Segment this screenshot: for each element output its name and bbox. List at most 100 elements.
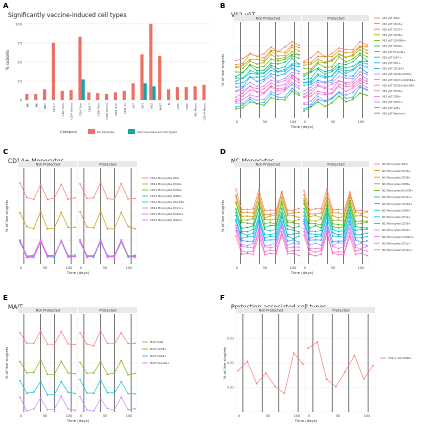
data-point xyxy=(345,72,347,75)
data-point xyxy=(291,73,293,76)
series-line xyxy=(235,202,300,225)
data-point xyxy=(246,240,249,243)
data-point xyxy=(353,354,356,357)
data-point xyxy=(281,223,283,226)
data-point xyxy=(106,255,109,258)
panel-title: Significantly vaccine-induced cell types xyxy=(8,12,127,19)
data-point xyxy=(343,253,345,255)
data-point xyxy=(286,209,289,212)
data-point xyxy=(39,210,42,213)
data-point xyxy=(235,77,237,79)
data-point xyxy=(249,81,251,84)
data-point xyxy=(331,52,333,55)
data-point xyxy=(246,230,249,233)
data-point xyxy=(263,209,266,212)
series-line xyxy=(235,44,300,65)
series-line xyxy=(235,188,300,212)
data-point xyxy=(326,204,328,207)
data-point xyxy=(270,50,272,53)
bar xyxy=(69,90,73,100)
data-point xyxy=(354,246,357,249)
data-point xyxy=(324,73,326,76)
data-point xyxy=(303,81,305,84)
data-point xyxy=(281,213,283,216)
data-point xyxy=(275,238,277,241)
data-point xyxy=(46,228,49,230)
data-point xyxy=(46,394,49,396)
data-point xyxy=(92,371,95,374)
bar xyxy=(34,93,38,100)
data-point xyxy=(352,87,354,89)
data-point xyxy=(53,343,56,346)
data-point xyxy=(235,71,237,73)
data-point xyxy=(235,235,237,237)
data-point xyxy=(292,222,295,224)
data-point xyxy=(292,237,295,240)
data-point xyxy=(337,230,340,233)
y-axis-label: % of live singlets xyxy=(4,200,9,232)
data-point xyxy=(39,241,42,243)
data-point xyxy=(79,239,81,241)
data-point xyxy=(354,225,357,228)
data-point xyxy=(359,86,361,89)
data-point xyxy=(281,200,283,203)
data-point xyxy=(86,226,88,228)
data-point xyxy=(269,221,272,224)
data-point xyxy=(303,75,305,77)
data-point xyxy=(32,408,35,410)
data-point xyxy=(366,80,368,83)
data-point xyxy=(120,240,123,243)
data-point xyxy=(19,212,21,214)
data-point xyxy=(263,59,265,62)
series-line xyxy=(235,233,300,256)
x-tick-label: CD8 Tn xyxy=(123,103,127,114)
data-point xyxy=(345,63,347,66)
data-point xyxy=(60,360,63,363)
data-point xyxy=(331,101,333,104)
data-point xyxy=(331,228,334,230)
data-point xyxy=(308,219,311,221)
y-tick-label: 0.03 xyxy=(227,337,234,341)
data-point xyxy=(338,83,340,86)
bar xyxy=(113,92,117,100)
x-tick-label: Vδ2 xyxy=(149,103,153,109)
data-point xyxy=(246,215,249,217)
x-tick-label: 50 xyxy=(266,414,270,418)
data-point xyxy=(249,72,251,75)
data-point xyxy=(298,85,300,88)
data-point xyxy=(338,95,340,97)
data-point xyxy=(242,102,244,105)
data-point xyxy=(337,250,340,253)
data-point xyxy=(324,62,326,64)
legend-label: CD14 Monocytes CD64+ xyxy=(150,218,182,222)
data-point xyxy=(359,70,361,73)
data-point xyxy=(39,380,42,383)
data-point xyxy=(26,255,28,258)
data-point xyxy=(308,215,311,218)
series-line xyxy=(235,74,300,92)
data-point xyxy=(237,369,239,372)
data-point xyxy=(360,241,363,243)
bar xyxy=(193,86,197,100)
data-point xyxy=(298,70,300,73)
data-point xyxy=(252,247,254,249)
data-point xyxy=(359,63,361,66)
y-axis-label: % of live singlets xyxy=(220,200,225,232)
data-point xyxy=(235,224,237,226)
series-line xyxy=(235,57,300,79)
data-point xyxy=(269,246,272,249)
data-point xyxy=(86,409,88,411)
series-line xyxy=(235,200,300,222)
data-point xyxy=(252,225,254,227)
data-point xyxy=(120,211,123,214)
data-point xyxy=(86,197,88,200)
data-point xyxy=(256,99,258,102)
series-line xyxy=(235,229,300,253)
x-tick-label: Vδ1 xyxy=(141,103,145,109)
data-point xyxy=(360,242,363,245)
series-line xyxy=(235,225,300,249)
x-tick-label: 0 xyxy=(20,414,22,418)
data-point xyxy=(240,250,243,252)
data-point xyxy=(352,85,354,87)
bar xyxy=(122,90,126,100)
